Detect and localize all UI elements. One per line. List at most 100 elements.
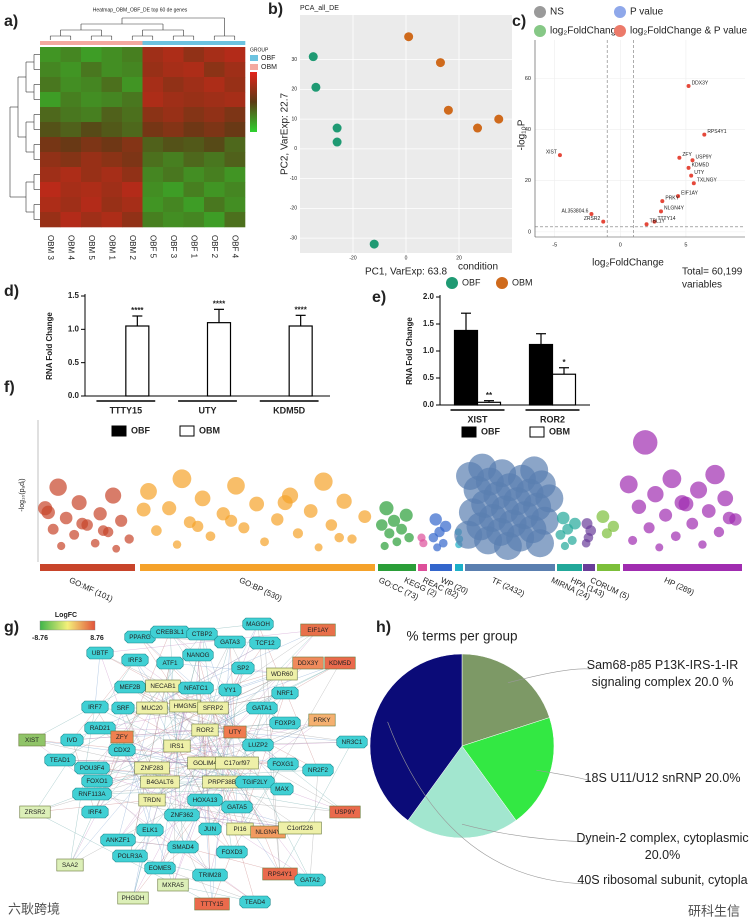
point [607, 520, 620, 533]
y-tick-label: 0 [294, 146, 297, 152]
network-edge [236, 806, 281, 875]
heatmap-cell [224, 47, 246, 63]
node-label: MUC20 [141, 705, 163, 712]
node-label: HMGN5 [174, 703, 197, 710]
panel-label: e) [372, 289, 386, 306]
network-edge [94, 706, 178, 747]
point [632, 430, 658, 455]
slice-label: 18S U11/U12 snRNP 20.0% [570, 770, 755, 787]
point [494, 114, 504, 124]
group-band [418, 564, 427, 571]
bar [476, 401, 502, 406]
heatmap-cell [60, 62, 82, 78]
point-label: NLGN4Y [664, 206, 685, 212]
legend-marker [496, 277, 508, 289]
node-label: WDR60 [271, 671, 294, 678]
legend-label: OBM [549, 426, 570, 436]
heatmap-cell [101, 167, 123, 183]
tf-node [150, 625, 190, 639]
heatmap-cell [163, 182, 184, 198]
gene-node [157, 878, 189, 892]
heatmap-cell [40, 182, 61, 198]
heatmap-cell [81, 47, 102, 63]
point [689, 173, 694, 178]
group-band [597, 564, 620, 571]
gene-node [163, 739, 191, 753]
point [557, 153, 562, 158]
point-label: UTY [694, 170, 705, 176]
group-bar [60, 41, 82, 45]
heatmap-cell [101, 182, 123, 198]
point [379, 501, 394, 516]
group-band [623, 564, 742, 571]
network-edge [132, 762, 206, 899]
network-edge [91, 788, 283, 795]
group-label: GO:MF (101) [68, 576, 115, 604]
chart-title: % terms per group [406, 629, 517, 644]
legend-label: NS [550, 7, 564, 18]
heatmap-cell [163, 167, 184, 183]
x-tick-label: ROR2 [540, 414, 565, 424]
slice-name: 18S U11/U12 snRNP [584, 771, 702, 785]
point [678, 496, 694, 512]
network-edge [99, 629, 319, 654]
node-label: PRKY [313, 717, 331, 724]
heatmap-cell [60, 107, 82, 123]
y-tick-label: -20 [290, 206, 297, 212]
point [172, 469, 192, 489]
gene-node [19, 805, 51, 819]
node-label: TEAD1 [50, 757, 71, 764]
heatmap-cell [204, 182, 225, 198]
tf-node [81, 774, 113, 788]
point [308, 52, 318, 62]
heatmap-cell [204, 212, 225, 228]
heatmap-cell [122, 197, 143, 213]
node-label: CREB3L1 [156, 629, 184, 636]
panel-label: g) [4, 619, 19, 636]
heatmap-cell [101, 152, 123, 168]
node-label: NLGN4Y [255, 829, 281, 836]
heatmap-cell [224, 122, 246, 138]
x-axis-label: log₂FoldChange [592, 258, 664, 269]
heatmap-cell [60, 152, 82, 168]
node-label: IRF3 [128, 657, 142, 664]
y-tick-label: -30 [290, 235, 297, 241]
tf-node [214, 635, 246, 649]
heatmap-cell [81, 122, 102, 138]
tf-node [81, 700, 109, 714]
network-edge [99, 652, 153, 801]
point [172, 540, 182, 549]
heatmap-cell [183, 197, 205, 213]
node-label: EOMES [149, 865, 172, 872]
gene-node [308, 713, 336, 727]
tf-node [302, 763, 334, 777]
heatmap-cell [204, 152, 225, 168]
legend-marker [534, 6, 546, 18]
heatmap-cell [101, 212, 123, 228]
column-label: OBF 4 [231, 235, 240, 259]
chart-title: PCA_all_DE [300, 5, 339, 12]
heatmap-cell [183, 92, 205, 108]
network-edge [121, 736, 174, 886]
tf-node [108, 743, 136, 757]
network-edge [132, 799, 153, 899]
point [369, 239, 379, 249]
point [71, 495, 87, 511]
network-edge [149, 829, 256, 903]
gene-node [266, 667, 298, 681]
node-label: USP9Y [335, 809, 356, 816]
point [691, 181, 696, 186]
point [647, 486, 664, 503]
tf-node [60, 733, 84, 747]
y-axis-label: -log₁₀P [517, 119, 528, 150]
heatmap-cell [204, 47, 225, 63]
legend-marker [614, 6, 626, 18]
point-label: ZRSR2 [584, 216, 601, 222]
point [556, 511, 570, 525]
tf-node [336, 735, 368, 749]
bar [453, 329, 479, 406]
heatmap-cell [60, 92, 82, 108]
group-band [465, 564, 555, 571]
point [419, 539, 428, 548]
leader-line [507, 668, 591, 684]
